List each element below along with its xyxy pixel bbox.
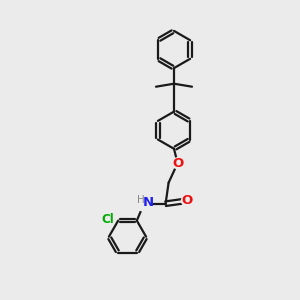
Text: Cl: Cl	[101, 214, 114, 226]
Circle shape	[101, 213, 114, 226]
Circle shape	[136, 196, 152, 211]
Circle shape	[182, 195, 193, 206]
Circle shape	[172, 158, 183, 169]
Text: O: O	[172, 157, 183, 170]
Text: H: H	[136, 195, 144, 205]
Text: N: N	[142, 196, 154, 209]
Text: O: O	[182, 194, 193, 207]
